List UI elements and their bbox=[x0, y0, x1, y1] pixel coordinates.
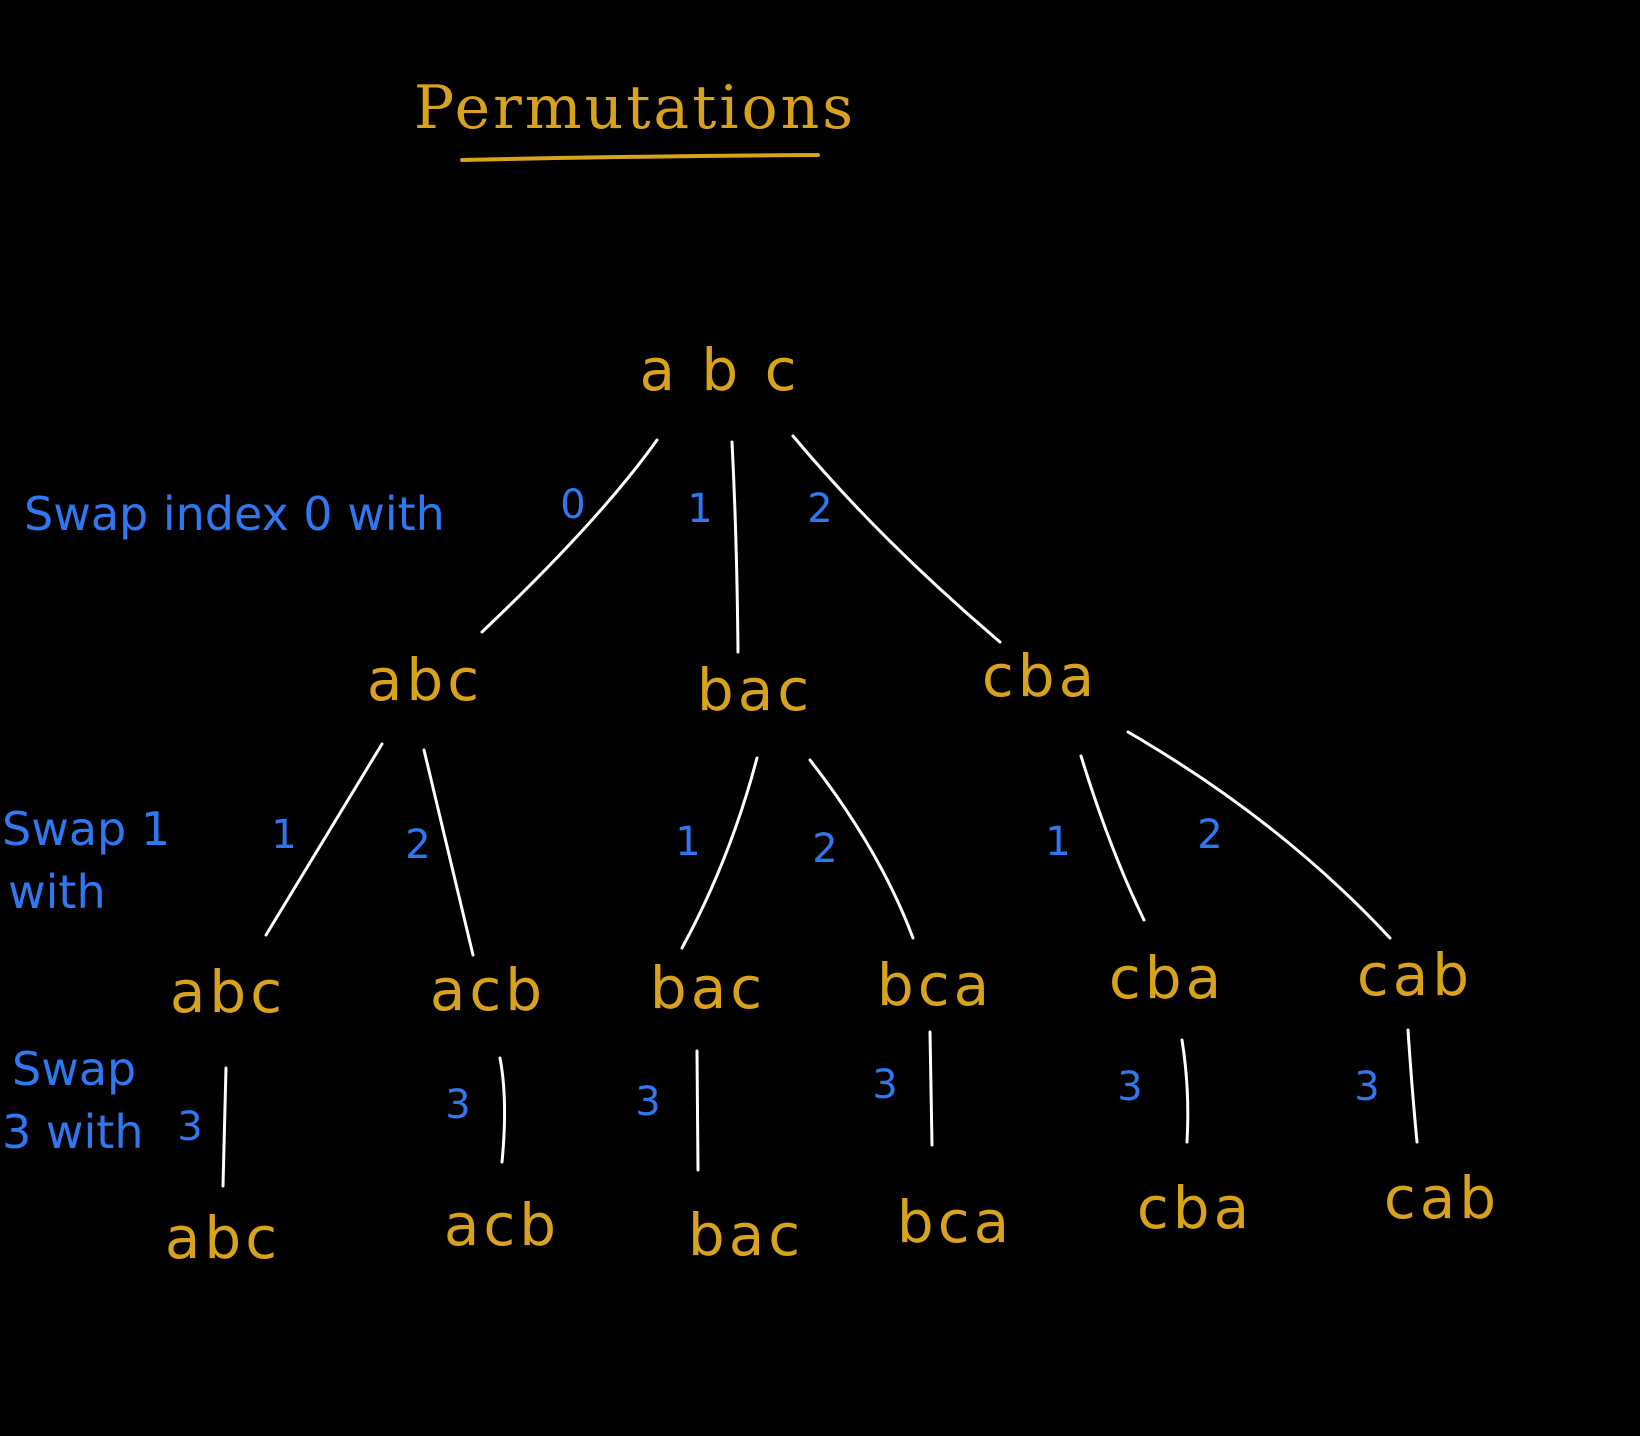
note-level1: Swap index 0 with bbox=[24, 487, 445, 541]
node-level2-5: cba bbox=[1109, 944, 1225, 1012]
edge-root-abc bbox=[480, 438, 659, 634]
node-level2-2: acb bbox=[430, 956, 546, 1024]
node-level3-5: cba bbox=[1137, 1174, 1253, 1242]
edge-label-level2-2: 2 bbox=[405, 822, 430, 868]
edge-label-level2-6: 2 bbox=[1197, 812, 1222, 858]
edge-bca-final bbox=[928, 1030, 934, 1147]
edge-labels: 0 1 2 1 2 1 2 1 2 3 3 3 3 3 3 bbox=[177, 482, 1379, 1150]
title-underline bbox=[460, 153, 820, 162]
node-level2-6: cab bbox=[1357, 941, 1473, 1009]
edge-label-level3-4: 3 bbox=[872, 1062, 897, 1108]
edge-label-level2-4: 2 bbox=[812, 826, 837, 872]
edge-abc-abc bbox=[264, 742, 384, 937]
node-level3-2: acb bbox=[444, 1191, 560, 1259]
node-level3-6: cab bbox=[1384, 1164, 1500, 1232]
edge-root-bac bbox=[730, 440, 740, 654]
edge-label-level3-1: 3 bbox=[177, 1104, 202, 1150]
edge-root-cba bbox=[791, 434, 1002, 644]
edge-label-level3-6: 3 bbox=[1354, 1064, 1379, 1110]
node-level1-2: bac bbox=[697, 656, 813, 724]
node-level3-4: bca bbox=[897, 1188, 1013, 1256]
edge-acb-final bbox=[498, 1056, 507, 1164]
diagram-title: Permutations bbox=[414, 73, 856, 143]
edge-label-level2-3: 1 bbox=[675, 819, 700, 865]
edge-bac-bac bbox=[680, 756, 759, 950]
edge-label-level3-3: 3 bbox=[635, 1079, 660, 1125]
node-level2-4: bca bbox=[877, 951, 993, 1019]
edge-cba-final bbox=[1180, 1038, 1190, 1144]
edge-bac-final bbox=[695, 1049, 700, 1172]
edge-abc-acb bbox=[422, 748, 475, 957]
node-level1-3: cba bbox=[982, 642, 1098, 710]
edge-label-level1-3: 2 bbox=[807, 486, 832, 532]
edge-label-level1-1: 0 bbox=[560, 482, 585, 528]
note-level3-line2: 3 with bbox=[2, 1105, 143, 1159]
node-level1-1: abc bbox=[367, 646, 483, 714]
note-level2-line2: with bbox=[8, 865, 106, 919]
edges-level-1 bbox=[264, 730, 1392, 957]
edge-cba-cba bbox=[1079, 754, 1146, 922]
edge-label-level3-5: 3 bbox=[1117, 1064, 1142, 1110]
edge-label-level2-5: 1 bbox=[1045, 819, 1070, 865]
note-level2-line1: Swap 1 bbox=[2, 802, 170, 856]
note-level3-line1: Swap bbox=[12, 1042, 136, 1096]
tree-nodes: a b c abc bac cba abc acb bac bca cba ca… bbox=[165, 336, 1500, 1272]
edges-level-2 bbox=[221, 1028, 1419, 1188]
edge-abc-final bbox=[221, 1066, 228, 1188]
edge-cab-final bbox=[1406, 1028, 1419, 1144]
edge-label-level1-2: 1 bbox=[687, 486, 712, 532]
node-level3-1: abc bbox=[165, 1204, 281, 1272]
node-level2-1: abc bbox=[170, 958, 286, 1026]
edge-cba-cab bbox=[1126, 730, 1392, 940]
node-root: a b c bbox=[639, 336, 800, 404]
side-notes: Swap index 0 with Swap 1 with Swap 3 wit… bbox=[2, 487, 445, 1159]
edge-label-level2-1: 1 bbox=[271, 812, 296, 858]
node-level2-3: bac bbox=[650, 954, 766, 1022]
edges-level-0 bbox=[480, 434, 1002, 654]
edge-bac-bca bbox=[808, 758, 915, 940]
edge-label-level3-2: 3 bbox=[445, 1082, 470, 1128]
node-level3-3: bac bbox=[688, 1201, 804, 1269]
